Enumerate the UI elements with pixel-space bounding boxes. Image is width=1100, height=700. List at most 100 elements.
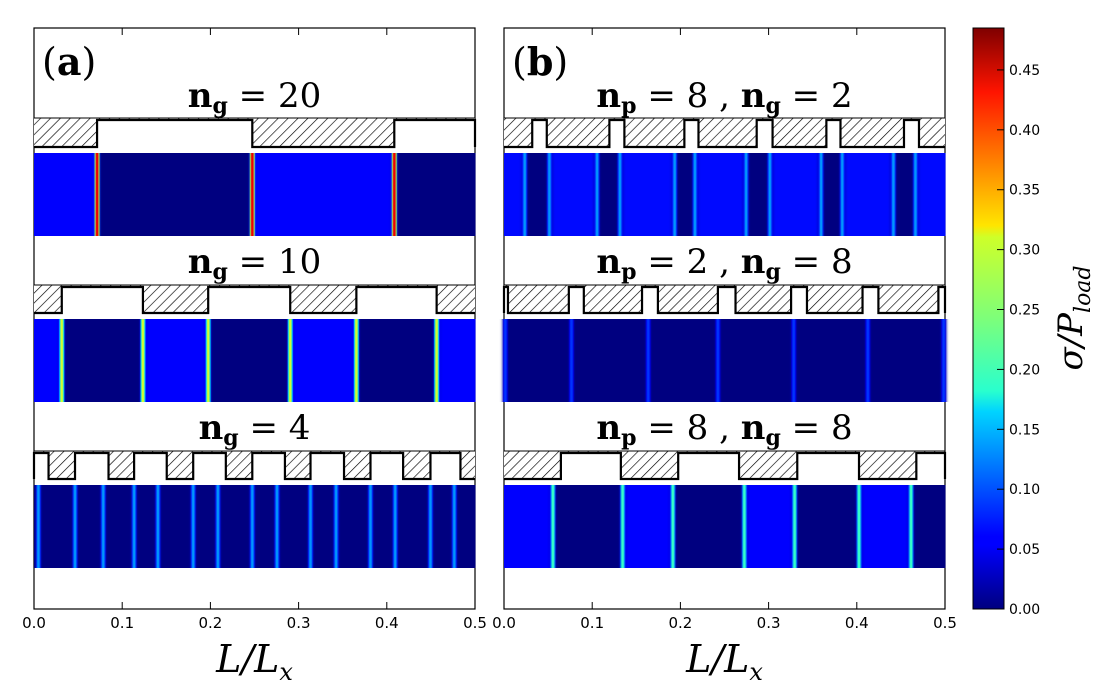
contact-gap (61, 287, 143, 313)
x-tick-label: 0.2 (668, 614, 692, 632)
stress-peak (151, 485, 164, 568)
stress-peak (787, 319, 800, 402)
stress-region (97, 153, 253, 236)
panel-label: (a) (42, 39, 96, 84)
stress-peak (711, 319, 724, 402)
contact-gap (916, 453, 945, 479)
stress-region (552, 485, 624, 568)
stress-peak (887, 153, 900, 236)
colorbar-ticks: 0.00 0.05 0.10 0.15 0.20 0.25 0.30 0.35 0.40 0.45 (997, 63, 1040, 618)
heatmap-row: np = 8 , ng = 2 (504, 76, 946, 236)
colorbar-tick-label: 0.20 (1009, 362, 1040, 378)
contact-gap (193, 453, 226, 479)
row-title: np = 8 , ng = 2 (596, 76, 852, 119)
stress-peak (499, 319, 512, 402)
stress-peak (591, 153, 604, 236)
colorbar-tick-label: 0.45 (1009, 63, 1040, 79)
stress-peak (424, 485, 437, 568)
x-tick-label: 0.3 (757, 614, 781, 632)
stress-peak (836, 153, 849, 236)
stress-region (859, 485, 912, 568)
stress-peak (364, 485, 377, 568)
stress-region (436, 319, 476, 402)
contact-gap (717, 287, 736, 313)
heatmap-row: ng = 10 (34, 242, 476, 402)
stress-peak (788, 485, 801, 568)
stress-region (142, 319, 209, 402)
contact-gap (642, 287, 658, 313)
contact-gap (34, 453, 49, 479)
stress-peak (430, 319, 443, 402)
stress-peak (270, 485, 283, 568)
stress-peak (350, 319, 363, 402)
x-tick-label: 0.0 (492, 614, 516, 632)
heatmap-row: ng = 20 (34, 76, 477, 236)
stress-peak (763, 153, 776, 236)
x-axis-label: L/Lx (215, 637, 293, 686)
stress-region (34, 153, 98, 236)
x-tick-label: 0.1 (580, 614, 604, 632)
stress-peak (668, 153, 681, 236)
x-tick-label: 0.1 (110, 614, 134, 632)
x-tick-label: 0.3 (287, 614, 311, 632)
panel-label: (b) (512, 39, 568, 84)
stress-peak (69, 485, 82, 568)
stress-peak (304, 485, 317, 568)
stress-peak (389, 485, 402, 568)
hatched-boundary (504, 118, 945, 147)
stress-region (61, 319, 144, 402)
x-tick-label: 0.0 (22, 614, 46, 632)
heatmap-row: ng = 4 (32, 408, 476, 568)
stress-peak (518, 153, 531, 236)
stress-region (672, 485, 745, 568)
contact-gap (75, 453, 109, 479)
contact-gap (394, 120, 475, 147)
stress-peak (740, 153, 753, 236)
contact-gap (684, 120, 699, 147)
stress-peak (861, 319, 874, 402)
x-tick-label: 0.5 (463, 614, 487, 632)
contact-gap (756, 120, 773, 147)
stress-peak (91, 153, 104, 236)
contact-gap (356, 287, 437, 313)
stress-region (744, 485, 796, 568)
row-title: np = 8 , ng = 8 (596, 408, 852, 451)
stress-peak (136, 319, 149, 402)
stress-peak (642, 319, 655, 402)
stress-region (252, 153, 395, 236)
contact-gap (97, 120, 253, 147)
surface-profile (504, 451, 947, 481)
stress-peak (616, 485, 629, 568)
colorbar-tick-label: 0.35 (1009, 183, 1040, 199)
stress-region (549, 153, 598, 236)
stress-region (769, 153, 822, 236)
stress-region (290, 319, 357, 402)
stress-region (394, 153, 476, 236)
stress-peak (128, 485, 141, 568)
contact-gap (678, 453, 740, 479)
stress-region (356, 319, 438, 402)
colorbar-tick-label: 0.30 (1009, 243, 1040, 259)
contact-gap (532, 120, 547, 147)
stress-peak (666, 485, 679, 568)
row-title: np = 2 , ng = 8 (596, 242, 852, 285)
stress-region (619, 153, 676, 236)
contact-gap (791, 287, 807, 313)
colorbar-tick-label: 0.05 (1009, 542, 1040, 558)
contact-gap (826, 120, 841, 147)
stress-peak (613, 153, 626, 236)
contact-gap (568, 287, 584, 313)
row-title: ng = 20 (188, 76, 322, 119)
stress-peak (55, 319, 68, 402)
stress-region (694, 153, 747, 236)
surface-profile (502, 285, 947, 315)
contact-gap (370, 453, 404, 479)
contact-gap (862, 287, 879, 313)
stress-peak (187, 485, 200, 568)
heatmap-row: np = 8 , ng = 8 (504, 408, 947, 568)
surface-profile (34, 118, 477, 149)
colorbar-gradient (972, 27, 1005, 610)
contact-gap (938, 287, 945, 313)
stress-peak (246, 153, 259, 236)
contact-gap (903, 120, 919, 147)
